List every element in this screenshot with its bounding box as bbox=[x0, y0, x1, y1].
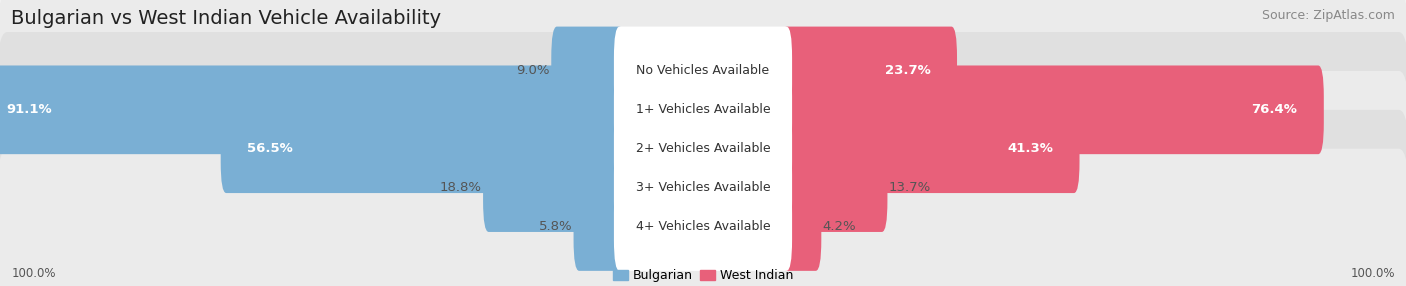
Text: No Vehicles Available: No Vehicles Available bbox=[637, 64, 769, 78]
Text: 23.7%: 23.7% bbox=[884, 64, 931, 78]
FancyBboxPatch shape bbox=[0, 65, 626, 154]
FancyBboxPatch shape bbox=[0, 149, 1406, 286]
Text: 5.8%: 5.8% bbox=[538, 220, 572, 233]
FancyBboxPatch shape bbox=[614, 182, 792, 271]
FancyBboxPatch shape bbox=[614, 104, 792, 193]
FancyBboxPatch shape bbox=[614, 27, 792, 115]
FancyBboxPatch shape bbox=[551, 27, 626, 115]
FancyBboxPatch shape bbox=[614, 143, 792, 232]
Text: Bulgarian vs West Indian Vehicle Availability: Bulgarian vs West Indian Vehicle Availab… bbox=[11, 9, 441, 27]
FancyBboxPatch shape bbox=[614, 65, 792, 154]
FancyBboxPatch shape bbox=[780, 104, 1080, 193]
Text: 13.7%: 13.7% bbox=[889, 181, 931, 194]
FancyBboxPatch shape bbox=[221, 104, 626, 193]
FancyBboxPatch shape bbox=[780, 143, 887, 232]
FancyBboxPatch shape bbox=[0, 32, 1406, 188]
Text: 4.2%: 4.2% bbox=[823, 220, 856, 233]
Legend: Bulgarian, West Indian: Bulgarian, West Indian bbox=[613, 269, 793, 283]
Text: 1+ Vehicles Available: 1+ Vehicles Available bbox=[636, 103, 770, 116]
FancyBboxPatch shape bbox=[484, 143, 626, 232]
Text: 76.4%: 76.4% bbox=[1251, 103, 1298, 116]
Text: 100.0%: 100.0% bbox=[11, 267, 56, 280]
Text: 2+ Vehicles Available: 2+ Vehicles Available bbox=[636, 142, 770, 155]
Text: Source: ZipAtlas.com: Source: ZipAtlas.com bbox=[1261, 9, 1395, 21]
FancyBboxPatch shape bbox=[0, 110, 1406, 265]
FancyBboxPatch shape bbox=[0, 71, 1406, 227]
Text: 18.8%: 18.8% bbox=[440, 181, 482, 194]
Text: 41.3%: 41.3% bbox=[1007, 142, 1053, 155]
FancyBboxPatch shape bbox=[780, 27, 957, 115]
FancyBboxPatch shape bbox=[780, 182, 821, 271]
Text: 3+ Vehicles Available: 3+ Vehicles Available bbox=[636, 181, 770, 194]
Text: 91.1%: 91.1% bbox=[7, 103, 52, 116]
FancyBboxPatch shape bbox=[780, 65, 1324, 154]
FancyBboxPatch shape bbox=[0, 0, 1406, 149]
Text: 56.5%: 56.5% bbox=[247, 142, 292, 155]
Text: 100.0%: 100.0% bbox=[1350, 267, 1395, 280]
Text: 4+ Vehicles Available: 4+ Vehicles Available bbox=[636, 220, 770, 233]
Text: 9.0%: 9.0% bbox=[516, 64, 550, 78]
FancyBboxPatch shape bbox=[574, 182, 626, 271]
